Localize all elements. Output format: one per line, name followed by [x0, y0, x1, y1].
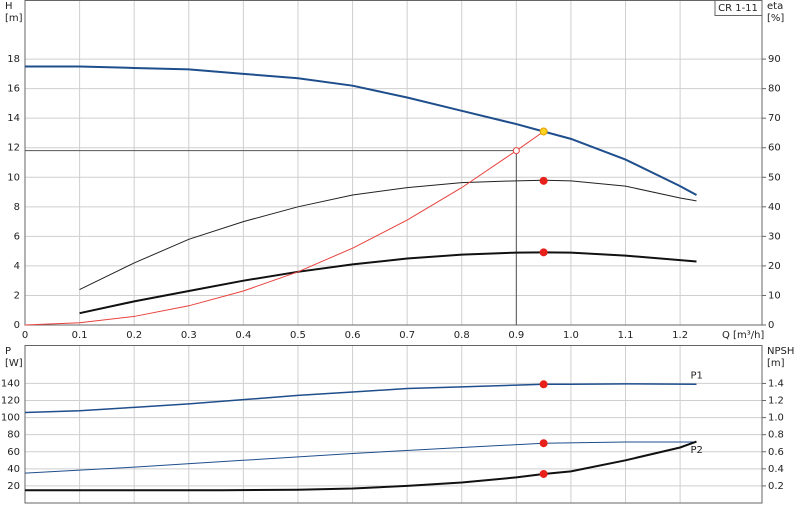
y-axis-label: H — [5, 1, 13, 12]
y2-tick-label: 70 — [768, 113, 781, 124]
y-tick-label: 16 — [7, 84, 20, 95]
y2-tick-label: 0.6 — [768, 447, 784, 458]
y-tick-label: 2 — [14, 290, 20, 301]
duty-point — [539, 469, 548, 478]
y-axis-label: P — [5, 346, 11, 357]
duty-point — [539, 439, 548, 448]
y2-tick-label: 0.8 — [768, 430, 784, 441]
y-axis-label: [m] — [5, 13, 23, 24]
x-tick-label: 0.1 — [72, 330, 88, 341]
y2-axis-label: eta — [767, 1, 783, 12]
y-tick-label: 12 — [7, 143, 20, 154]
curve — [24, 441, 697, 474]
y2-tick-label: 0 — [768, 320, 774, 331]
y-tick-label: 140 — [1, 378, 20, 389]
y2-tick-label: 1.0 — [768, 413, 784, 424]
y2-tick-label: 60 — [768, 143, 781, 154]
y-tick-label: 4 — [14, 261, 20, 272]
curve-label: P2 — [690, 445, 702, 456]
x-tick-label: 0.6 — [345, 330, 361, 341]
curve — [25, 440, 697, 492]
operating-point — [512, 147, 520, 155]
x-tick-label: 1.0 — [563, 330, 579, 341]
y-tick-label: 8 — [14, 202, 20, 213]
y-tick-label: 18 — [7, 54, 20, 65]
y-tick-label: 14 — [7, 113, 20, 124]
x-tick-label: 0 — [22, 330, 28, 341]
curve — [79, 179, 697, 290]
y-tick-label: 60 — [7, 447, 20, 458]
y2-tick-label: 0.2 — [768, 481, 784, 492]
curve — [25, 65, 697, 196]
y2-tick-label: 90 — [768, 54, 781, 65]
y-tick-label: 10 — [7, 172, 20, 183]
y2-axis-label: NPSH — [767, 346, 794, 357]
curve-label: P1 — [690, 370, 702, 381]
x-axis-label: Q [m³/h] — [722, 330, 764, 341]
x-tick-label: 0.5 — [290, 330, 306, 341]
y-tick-label: 80 — [7, 430, 20, 441]
title-box — [714, 0, 763, 16]
y2-tick-label: 20 — [768, 261, 781, 272]
y-tick-label: 20 — [7, 481, 20, 492]
curve — [24, 131, 544, 326]
duty-point — [539, 127, 548, 136]
duty-point — [539, 248, 548, 257]
plot-frame — [24, 0, 763, 326]
y2-tick-label: 0.4 — [768, 464, 784, 475]
y2-tick-label: 50 — [768, 172, 781, 183]
x-tick-label: 1.2 — [672, 330, 688, 341]
y2-tick-label: 10 — [768, 290, 781, 301]
duty-point — [539, 176, 548, 185]
y2-tick-label: 40 — [768, 202, 781, 213]
y-tick-label: 6 — [14, 231, 20, 242]
x-tick-label: 0.3 — [181, 330, 197, 341]
y2-tick-label: 30 — [768, 231, 781, 242]
y-tick-label: 120 — [1, 396, 20, 407]
x-tick-label: 0.4 — [235, 330, 251, 341]
x-tick-label: 0.2 — [126, 330, 142, 341]
y-tick-label: 0 — [14, 320, 20, 331]
y2-tick-label: 80 — [768, 84, 781, 95]
y-tick-label: 100 — [1, 413, 20, 424]
plot-frame — [24, 345, 763, 504]
y2-axis-label: [m] — [767, 358, 785, 369]
curve — [79, 251, 697, 315]
x-tick-label: 0.9 — [508, 330, 524, 341]
y2-tick-label: 1.4 — [768, 378, 784, 389]
x-tick-label: 1.1 — [618, 330, 634, 341]
chart-title: CR 1-11 — [718, 3, 758, 14]
duty-point — [539, 380, 548, 389]
y-axis-label: [W] — [5, 358, 23, 369]
y2-axis-label: [%] — [767, 13, 784, 24]
y-tick-label: 40 — [7, 464, 20, 475]
curve — [24, 383, 697, 414]
x-tick-label: 0.8 — [454, 330, 470, 341]
x-tick-label: 0.7 — [399, 330, 415, 341]
y2-tick-label: 1.2 — [768, 396, 784, 407]
